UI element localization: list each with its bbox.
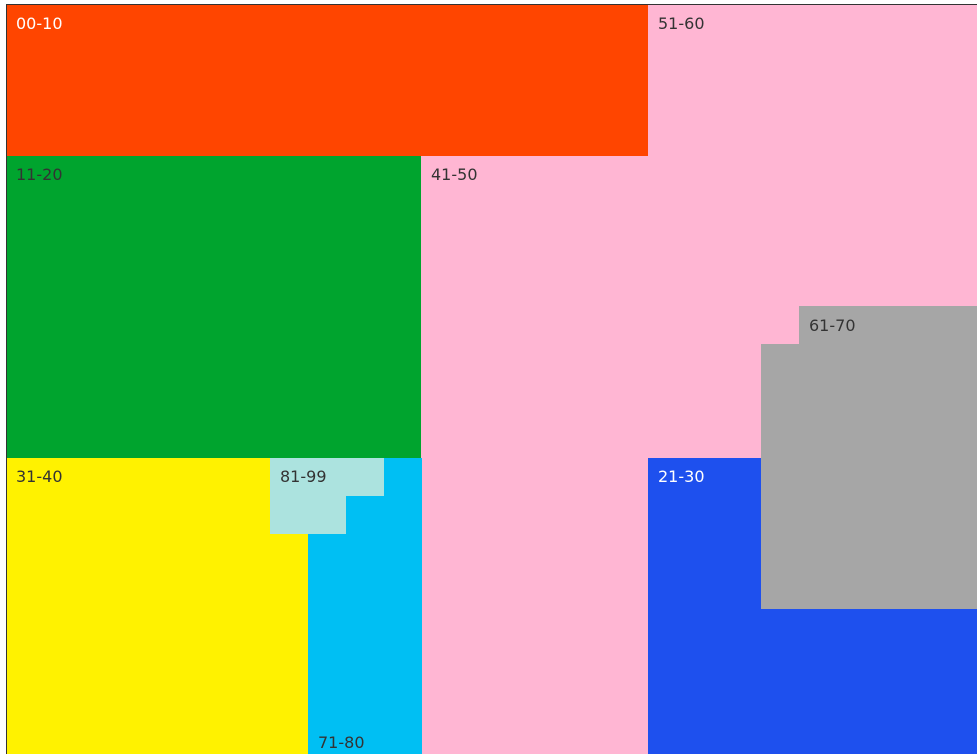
- label-81-99: 81-99: [280, 467, 327, 486]
- block-31-40: [6, 458, 308, 754]
- block-61-70: [799, 306, 977, 609]
- label-71-80: 71-80: [318, 733, 365, 752]
- block-81-99-lower: [270, 496, 346, 534]
- block-11-20: [6, 156, 421, 458]
- block-61-70-lower: [761, 344, 799, 609]
- label-61-70: 61-70: [809, 316, 856, 335]
- block-51-60: [648, 4, 977, 156]
- block-81-99: [270, 458, 384, 496]
- label-51-60: 51-60: [658, 14, 705, 33]
- label-41-50: 41-50: [431, 165, 478, 184]
- frame-top-border: [6, 4, 977, 5]
- block-00-10: [6, 4, 648, 156]
- label-11-20: 11-20: [16, 165, 63, 184]
- frame-left-border: [6, 4, 7, 754]
- label-00-10: 00-10: [16, 14, 63, 33]
- label-31-40: 31-40: [16, 467, 63, 486]
- label-21-30: 21-30: [658, 467, 705, 486]
